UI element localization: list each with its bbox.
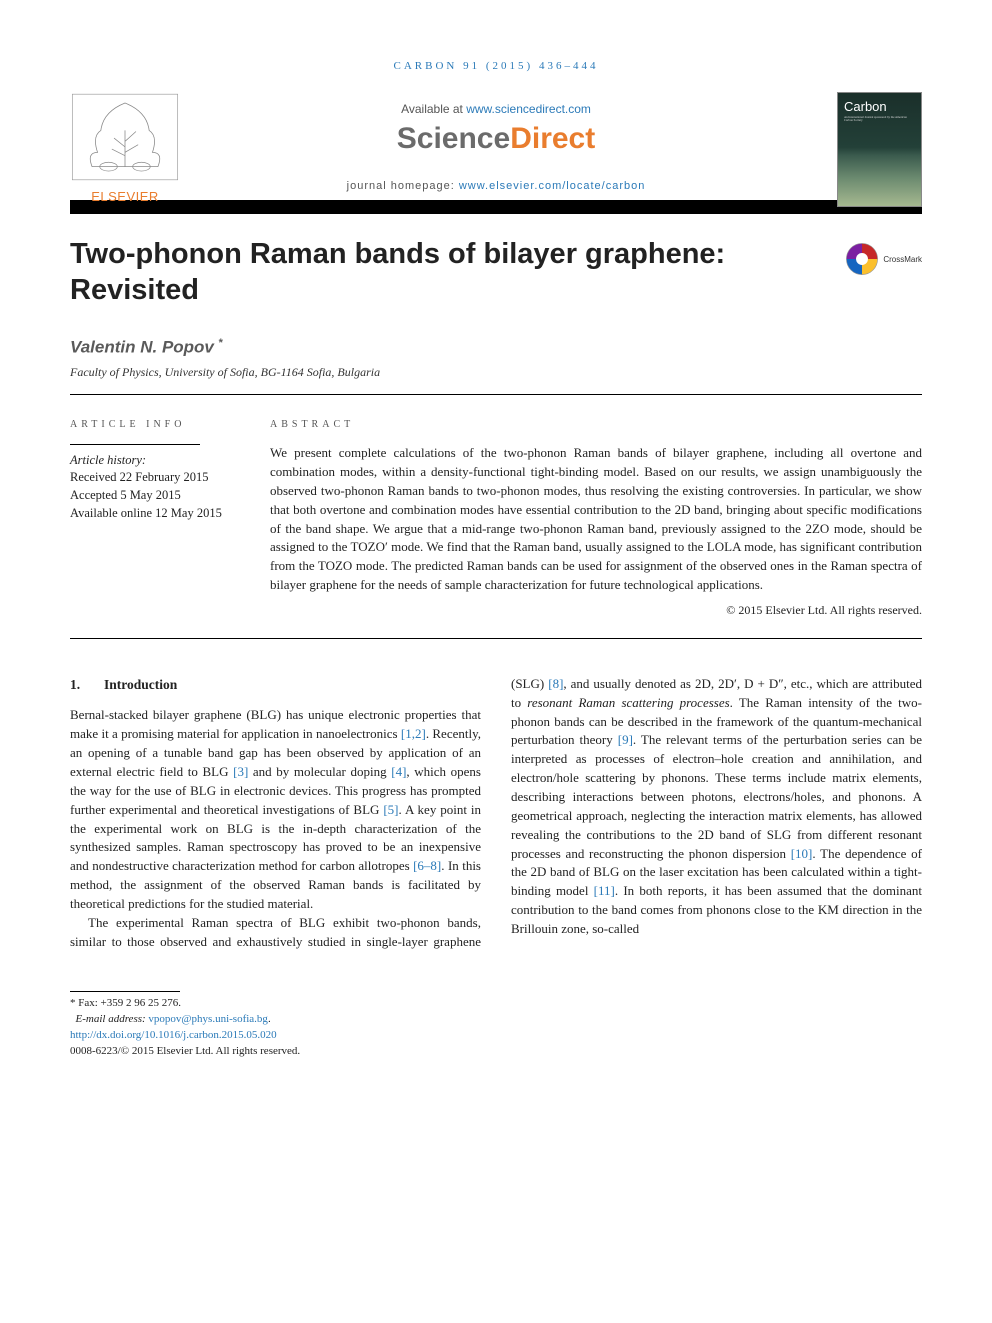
citation[interactable]: [6–8] xyxy=(413,858,441,873)
citation[interactable]: [11] xyxy=(594,883,615,898)
affiliation: Faculty of Physics, University of Sofia,… xyxy=(70,365,922,395)
journal-homepage-link[interactable]: www.elsevier.com/locate/carbon xyxy=(459,180,646,192)
footnotes: * Fax: +359 2 96 25 276. E-mail address:… xyxy=(70,991,922,1060)
journal-abbrev: CARBON xyxy=(394,60,458,72)
received-date: Received 22 February 2015 xyxy=(70,468,240,486)
article-title: Two-phonon Raman bands of bilayer graphe… xyxy=(70,236,815,309)
elsevier-wordmark: ELSEVIER xyxy=(70,189,180,204)
elsevier-tree-icon xyxy=(70,92,180,182)
article-info: ARTICLE INFO Article history: Received 2… xyxy=(70,419,270,618)
doi-link[interactable]: http://dx.doi.org/10.1016/j.carbon.2015.… xyxy=(70,1029,277,1041)
history-label: Article history: xyxy=(70,453,240,468)
abstract-copyright: © 2015 Elsevier Ltd. All rights reserved… xyxy=(270,603,922,618)
citation[interactable]: [4] xyxy=(391,764,406,779)
issn-copyright: 0008-6223/© 2015 Elsevier Ltd. All right… xyxy=(70,1044,922,1060)
sciencedirect-url[interactable]: www.sciencedirect.com xyxy=(466,102,591,116)
abstract-text: We present complete calculations of the … xyxy=(270,444,922,595)
author-name: Valentin N. Popov * xyxy=(70,337,922,358)
abstract-heading: ABSTRACT xyxy=(270,419,922,430)
corresponding-email: E-mail address: vpopov@phys.uni-sofia.bg… xyxy=(70,1012,922,1028)
separator-bar xyxy=(70,200,922,214)
available-at: Available at www.sciencedirect.com xyxy=(70,102,922,116)
citation[interactable]: [9] xyxy=(618,732,633,747)
crossmark-badge[interactable]: CrossMark xyxy=(845,242,922,276)
citation[interactable]: [1,2] xyxy=(401,726,426,741)
accepted-date: Accepted 5 May 2015 xyxy=(70,486,240,504)
volume-pages[interactable]: 91 (2015) 436–444 xyxy=(463,60,598,72)
citation[interactable]: [8] xyxy=(548,676,563,691)
citation[interactable]: [5] xyxy=(383,802,398,817)
article-info-heading: ARTICLE INFO xyxy=(70,419,240,430)
journal-homepage: journal homepage: www.elsevier.com/locat… xyxy=(70,180,922,192)
section-heading: 1.Introduction xyxy=(70,675,481,695)
email-link[interactable]: vpopov@phys.uni-sofia.bg xyxy=(148,1013,268,1025)
crossmark-icon xyxy=(845,242,879,276)
citation[interactable]: [3] xyxy=(233,764,248,779)
paragraph: Bernal-stacked bilayer graphene (BLG) ha… xyxy=(70,706,481,913)
citation[interactable]: [10] xyxy=(791,846,813,861)
elsevier-logo[interactable]: ELSEVIER xyxy=(70,92,180,212)
sciencedirect-logo[interactable]: ScienceDirect xyxy=(70,122,922,156)
online-date: Available online 12 May 2015 xyxy=(70,504,240,522)
corresponding-fax: * Fax: +359 2 96 25 276. xyxy=(70,996,922,1012)
masthead: ELSEVIER Available at www.sciencedirect.… xyxy=(70,92,922,192)
journal-cover-thumb[interactable]: Carbon An International Journal sponsore… xyxy=(837,92,922,207)
abstract: ABSTRACT We present complete calculation… xyxy=(270,419,922,618)
body-text: 1.Introduction Bernal-stacked bilayer gr… xyxy=(70,675,922,952)
running-head: CARBON 91 (2015) 436–444 xyxy=(70,60,922,72)
